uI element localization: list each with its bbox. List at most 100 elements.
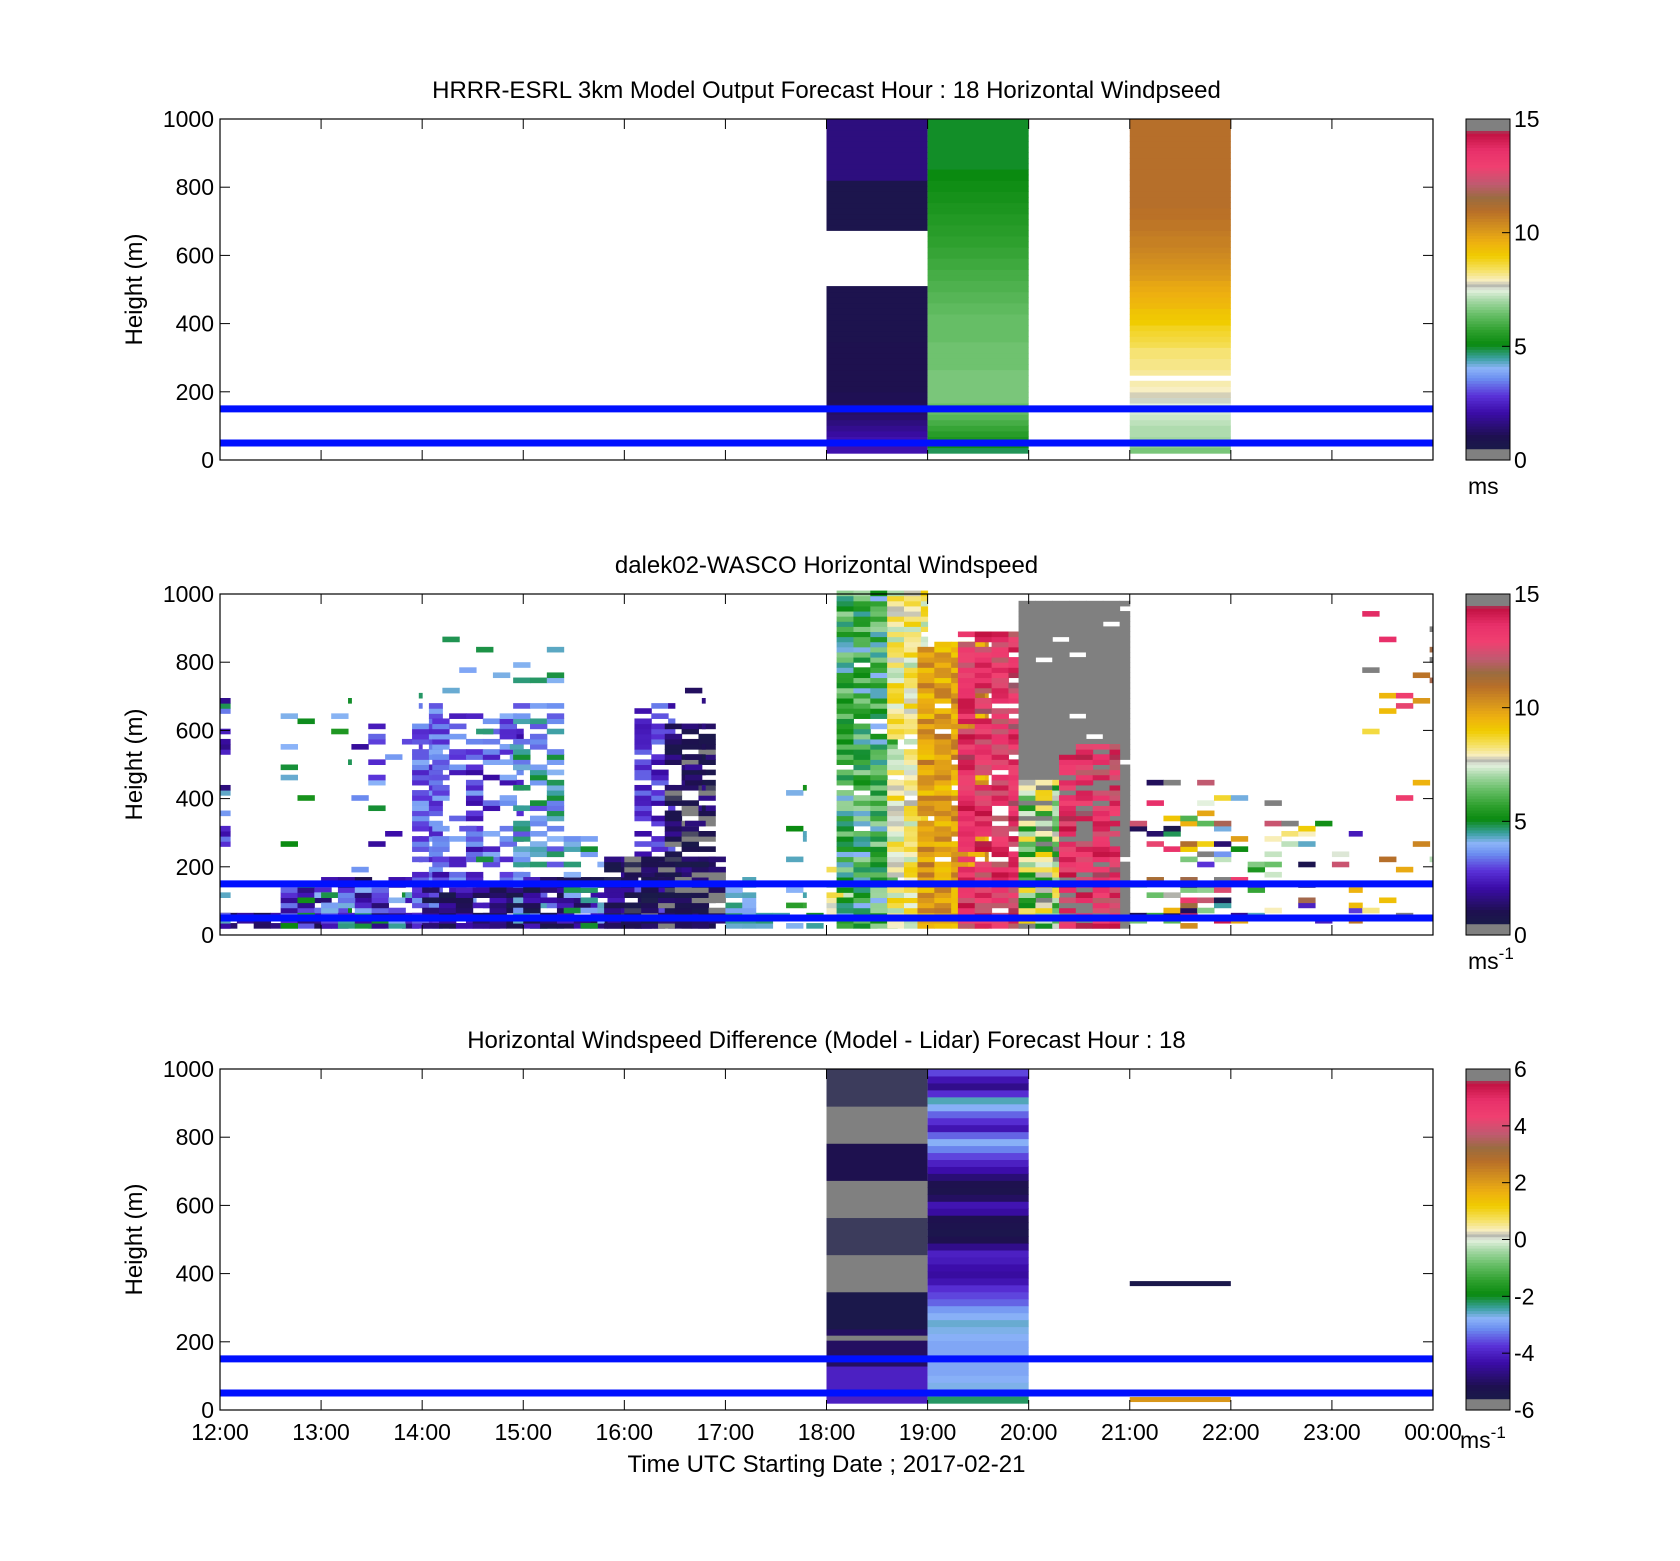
heatmap-cell: [351, 744, 369, 750]
heatmap-cell: [1180, 841, 1198, 847]
heatmap-cell: [428, 902, 443, 909]
heatmap-cell: [1075, 774, 1094, 781]
colorbar-segment: [1466, 383, 1510, 387]
colorbar-tick-label: 0: [1514, 922, 1527, 948]
heatmap-cell: [1298, 902, 1316, 909]
colorbar-segment: [1466, 1213, 1510, 1218]
heatmap-cell: [974, 744, 993, 750]
heatmap-cell: [927, 1117, 1029, 1126]
heatmap-cell: [1058, 841, 1077, 847]
heatmap-cell: [634, 784, 652, 791]
heatmap-cell: [853, 810, 871, 817]
heatmap-cell: [1069, 616, 1087, 622]
colorbar-segment: [1466, 659, 1510, 663]
colorbar-segment: [1466, 397, 1510, 401]
heatmap-cell: [853, 600, 871, 607]
heatmap-cell: [826, 902, 844, 909]
heatmap-cell: [1018, 738, 1036, 745]
colorbar-segment: [1466, 798, 1510, 803]
heatmap-cell: [604, 923, 622, 929]
heatmap-cell: [432, 774, 450, 781]
heatmap-cell: [826, 430, 928, 437]
heatmap-cell: [786, 825, 804, 832]
heatmap-cell: [917, 651, 935, 658]
heatmap-cell: [482, 754, 501, 760]
heatmap-cell: [957, 738, 976, 745]
heatmap-cell: [934, 851, 952, 858]
heatmap-cell: [432, 754, 450, 760]
heatmap-cell: [331, 728, 349, 735]
heatmap-cell: [903, 887, 922, 893]
colorbar-segment: [1466, 1375, 1510, 1380]
colorbar-tick-label: 10: [1514, 695, 1540, 721]
heatmap-cell: [887, 851, 905, 858]
heatmap-cell: [1092, 892, 1111, 898]
heatmap-cell: [1213, 877, 1232, 883]
heatmap-cell: [991, 641, 1009, 648]
heatmap-cell: [917, 677, 935, 684]
heatmap-cell: [1092, 774, 1111, 781]
heatmap-cell: [422, 887, 440, 893]
colorbar-segment: [1466, 670, 1510, 675]
heatmap-cell: [957, 728, 976, 735]
heatmap-cell: [957, 836, 976, 842]
colorbar-segment: [1466, 212, 1510, 217]
heatmap-cell: [580, 907, 598, 914]
heatmap-cell: [903, 754, 922, 760]
colorbar-segment: [1466, 1304, 1510, 1309]
heatmap-cell: [934, 800, 952, 806]
heatmap-cell: [1230, 877, 1249, 883]
heatmap-cell: [927, 1298, 1029, 1307]
heatmap-cell: [432, 733, 450, 740]
heatmap-cell: [927, 336, 1029, 343]
heatmap-cell: [1264, 851, 1282, 858]
heatmap-cell: [489, 892, 507, 898]
data-column-2: [927, 1069, 1029, 1404]
heatmap-cell: [853, 815, 871, 822]
heatmap-cell: [903, 692, 922, 699]
heatmap-cell: [927, 1270, 1029, 1279]
heatmap-cell: [826, 208, 928, 215]
heatmap-cell: [927, 1173, 1029, 1181]
colorbar-segment: [1466, 630, 1510, 635]
heatmap-cell: [934, 861, 952, 868]
heatmap-cell: [1035, 677, 1053, 684]
heatmap-cell: [934, 866, 952, 873]
heatmap-cell: [698, 820, 716, 827]
heatmap-cell: [1018, 897, 1036, 904]
heatmap-cell: [887, 672, 905, 679]
heatmap-cell: [1102, 703, 1121, 709]
heatmap-cell: [957, 841, 976, 847]
heatmap-cell: [368, 738, 386, 745]
heatmap-cell: [1052, 892, 1070, 898]
heatmap-cell: [826, 375, 928, 382]
colorbar-segment: [1466, 261, 1510, 265]
colorbar-segment: [1466, 1071, 1510, 1076]
heatmap-cell: [870, 800, 888, 806]
heatmap-cell: [1075, 856, 1094, 863]
heatmap-cell: [664, 784, 683, 791]
colorbar-segment: [1466, 1333, 1510, 1337]
colorbar-segment: [1466, 136, 1510, 140]
heatmap-cell: [1018, 687, 1036, 694]
heatmap-cell: [428, 749, 443, 755]
heatmap-cell: [836, 662, 854, 668]
heatmap-cell: [957, 779, 976, 786]
heatmap-cell: [934, 738, 952, 745]
heatmap-cell: [1018, 631, 1036, 638]
colorbar-segment: [1466, 448, 1510, 453]
heatmap-cell: [1008, 923, 1026, 929]
heatmap-cell: [1092, 800, 1111, 806]
heatmap-cell: [516, 810, 524, 817]
heatmap-cell: [1180, 815, 1198, 822]
colorbar-segment: [1466, 232, 1510, 237]
colorbar-segment: [1466, 1151, 1510, 1155]
heatmap-cell: [903, 841, 922, 847]
heatmap-cell: [870, 759, 888, 765]
heatmap-cell: [465, 846, 484, 852]
heatmap-cell: [853, 800, 871, 806]
heatmap-cell: [529, 733, 548, 740]
heatmap-cell: [1052, 713, 1070, 719]
heatmap-cell: [1018, 810, 1036, 817]
heatmap-cell: [499, 800, 518, 806]
